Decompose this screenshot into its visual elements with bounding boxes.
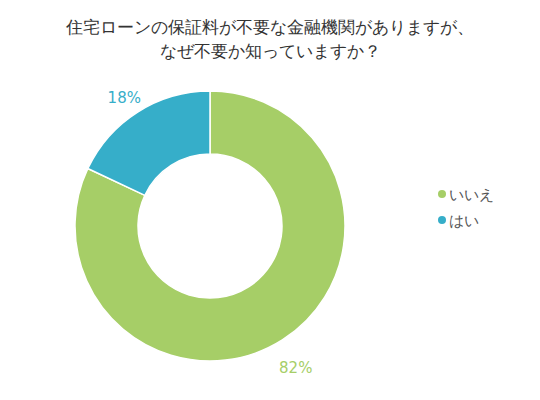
page: {"chart_data": {"type": "donut", "title"… xyxy=(0,0,540,400)
slice xyxy=(88,91,210,195)
legend-marker xyxy=(438,190,446,198)
slices xyxy=(75,91,345,361)
data-label: 18% xyxy=(108,89,141,107)
slice xyxy=(75,91,345,361)
data-label: 82% xyxy=(279,359,312,377)
legend-label: はい xyxy=(449,212,479,230)
chart-svg: 住宅ローンの保証料が不要な金融機関がありますが、なぜ不要か知っていますか？ 82%… xyxy=(0,0,540,400)
title: 住宅ローンの保証料が不要な金融機関がありますが、なぜ不要か知っていますか？ xyxy=(65,17,474,61)
legend-marker xyxy=(438,216,446,224)
chart-container: 住宅ローンの保証料が不要な金融機関がありますが、なぜ不要か知っていますか？ 82%… xyxy=(0,0,540,400)
title-line: なぜ不要か知っていますか？ xyxy=(160,41,381,61)
data-labels: 82% 18% xyxy=(108,89,313,377)
legend: いいえはい xyxy=(438,186,494,230)
legend-label: いいえ xyxy=(449,186,494,204)
title-line: 住宅ローンの保証料が不要な金融機関がありますが、 xyxy=(65,17,474,37)
